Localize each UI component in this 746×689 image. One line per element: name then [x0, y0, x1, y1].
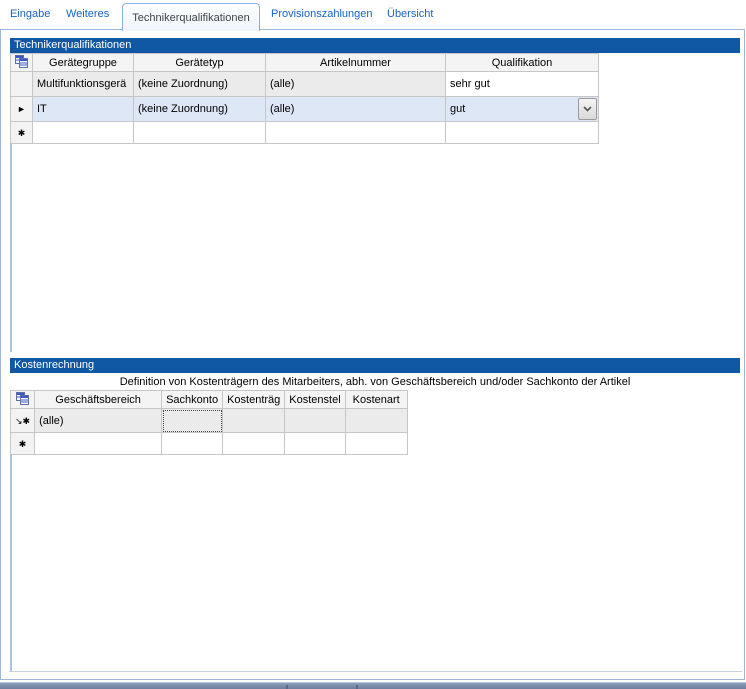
table-row: Multifunktionsgerä (keine Zuordnung) (al…	[10, 71, 599, 97]
splitter-notch	[286, 685, 288, 689]
dropdown-button[interactable]	[578, 98, 597, 120]
cell-artikelnummer[interactable]: (alle)	[265, 71, 446, 97]
combo-value: gut	[450, 103, 466, 115]
column-header-kostentraeger[interactable]: Kostenträg	[222, 390, 286, 409]
grid-properties-icon	[16, 391, 30, 405]
kostenrechnung-description: Definition von Kostenträgern des Mitarbe…	[10, 373, 740, 390]
splitter-notch	[356, 685, 358, 689]
cell-geraetetyp[interactable]: (keine Zuordnung)	[133, 71, 266, 97]
cell-kostentraeger[interactable]	[222, 432, 286, 455]
column-header-kostenstelle[interactable]: Kostenstel	[284, 390, 346, 409]
group2-bottom-border	[9, 671, 742, 672]
cell-geschaeftsbereich[interactable]: (alle)	[34, 408, 163, 433]
cell-qualifikation[interactable]: sehr gut	[445, 71, 599, 97]
splitter-handle[interactable]	[0, 682, 746, 689]
tab-weiteres[interactable]: Weiteres	[66, 8, 110, 20]
technikerqualifikationen-grid: Gerätegruppe Gerätetyp Artikelnummer Qua…	[10, 53, 599, 144]
column-header-artikelnummer[interactable]: Artikelnummer	[265, 53, 446, 72]
tab-technikerqualifikationen[interactable]: Technikerqualifikationen	[122, 3, 260, 31]
description-text: Definition von Kostenträgern des Mitarbe…	[119, 375, 631, 388]
column-header-qualifikation[interactable]: Qualifikation	[445, 53, 599, 72]
current-row-icon: ►	[17, 104, 26, 114]
group1-left-border	[10, 53, 12, 352]
tab-eingabe[interactable]: Eingabe	[10, 8, 51, 20]
cell-sachkonto-focused[interactable]	[161, 408, 224, 433]
cell-artikelnummer[interactable]: (alle)	[265, 96, 446, 122]
column-header-sachkonto[interactable]: Sachkonto	[161, 390, 224, 409]
cell-sachkonto[interactable]	[161, 432, 224, 455]
new-row-selector[interactable]: ✱	[10, 121, 33, 144]
tab-provisionszahlungen[interactable]: Provisionszahlungen	[271, 8, 373, 20]
new-row: ✱	[10, 121, 599, 144]
column-header-kostenart[interactable]: Kostenart	[344, 390, 408, 409]
cell-geraetetyp[interactable]	[133, 121, 266, 144]
cell-kostentraeger[interactable]	[222, 408, 286, 433]
cell-geschaeftsbereich[interactable]	[34, 432, 163, 455]
tab-strip: Eingabe Weiteres Technikerqualifikatione…	[0, 0, 746, 31]
cell-geraetegruppe[interactable]: IT	[32, 96, 134, 122]
cell-geraetegruppe[interactable]: Multifunktionsgerä	[32, 71, 134, 97]
grid2-corner-button[interactable]	[9, 390, 36, 409]
active-tab-label: Technikerqualifikationen	[132, 11, 250, 24]
group2-left-border	[10, 373, 12, 671]
column-header-geraetetyp[interactable]: Gerätetyp	[133, 53, 266, 72]
grid-properties-icon	[15, 54, 28, 68]
current-new-row-icon: ↘✱	[15, 415, 31, 426]
cell-kostenart[interactable]	[344, 432, 408, 455]
cell-geraetegruppe[interactable]	[32, 121, 134, 144]
new-row-icon: ✱	[18, 438, 27, 449]
cell-kostenstelle[interactable]	[284, 432, 346, 455]
chevron-down-icon	[583, 106, 592, 112]
new-row-selector[interactable]: ✱	[9, 432, 36, 455]
cell-kostenstelle[interactable]	[284, 408, 346, 433]
column-header-geraetegruppe[interactable]: Gerätegruppe	[32, 53, 134, 72]
cell-kostenart[interactable]	[344, 408, 408, 433]
grid1-corner-button[interactable]	[10, 53, 33, 72]
kostenrechnung-grid: Geschäftsbereich Sachkonto Kostenträg Ko…	[9, 390, 408, 455]
cell-artikelnummer[interactable]	[265, 121, 446, 144]
cell-qualifikation[interactable]	[445, 121, 599, 144]
table-row-selected: ► IT (keine Zuordnung) (alle) gut	[10, 96, 599, 122]
current-new-row: ↘✱ (alle)	[9, 408, 408, 433]
new-row: ✱	[9, 432, 408, 455]
section-title-kostenrechnung: Kostenrechnung	[10, 358, 740, 373]
new-row-icon: ✱	[17, 127, 26, 138]
cell-geraetetyp[interactable]: (keine Zuordnung)	[133, 96, 266, 122]
cell-qualifikation-combo[interactable]: gut	[445, 96, 599, 122]
current-new-row-selector[interactable]: ↘✱	[9, 408, 36, 433]
section-title-technikerqualifikationen: Technikerqualifikationen	[10, 38, 740, 53]
row-selector[interactable]	[10, 71, 33, 97]
current-row-selector[interactable]: ►	[10, 96, 33, 122]
column-header-geschaeftsbereich[interactable]: Geschäftsbereich	[34, 390, 163, 409]
tab-uebersicht[interactable]: Übersicht	[387, 8, 434, 20]
